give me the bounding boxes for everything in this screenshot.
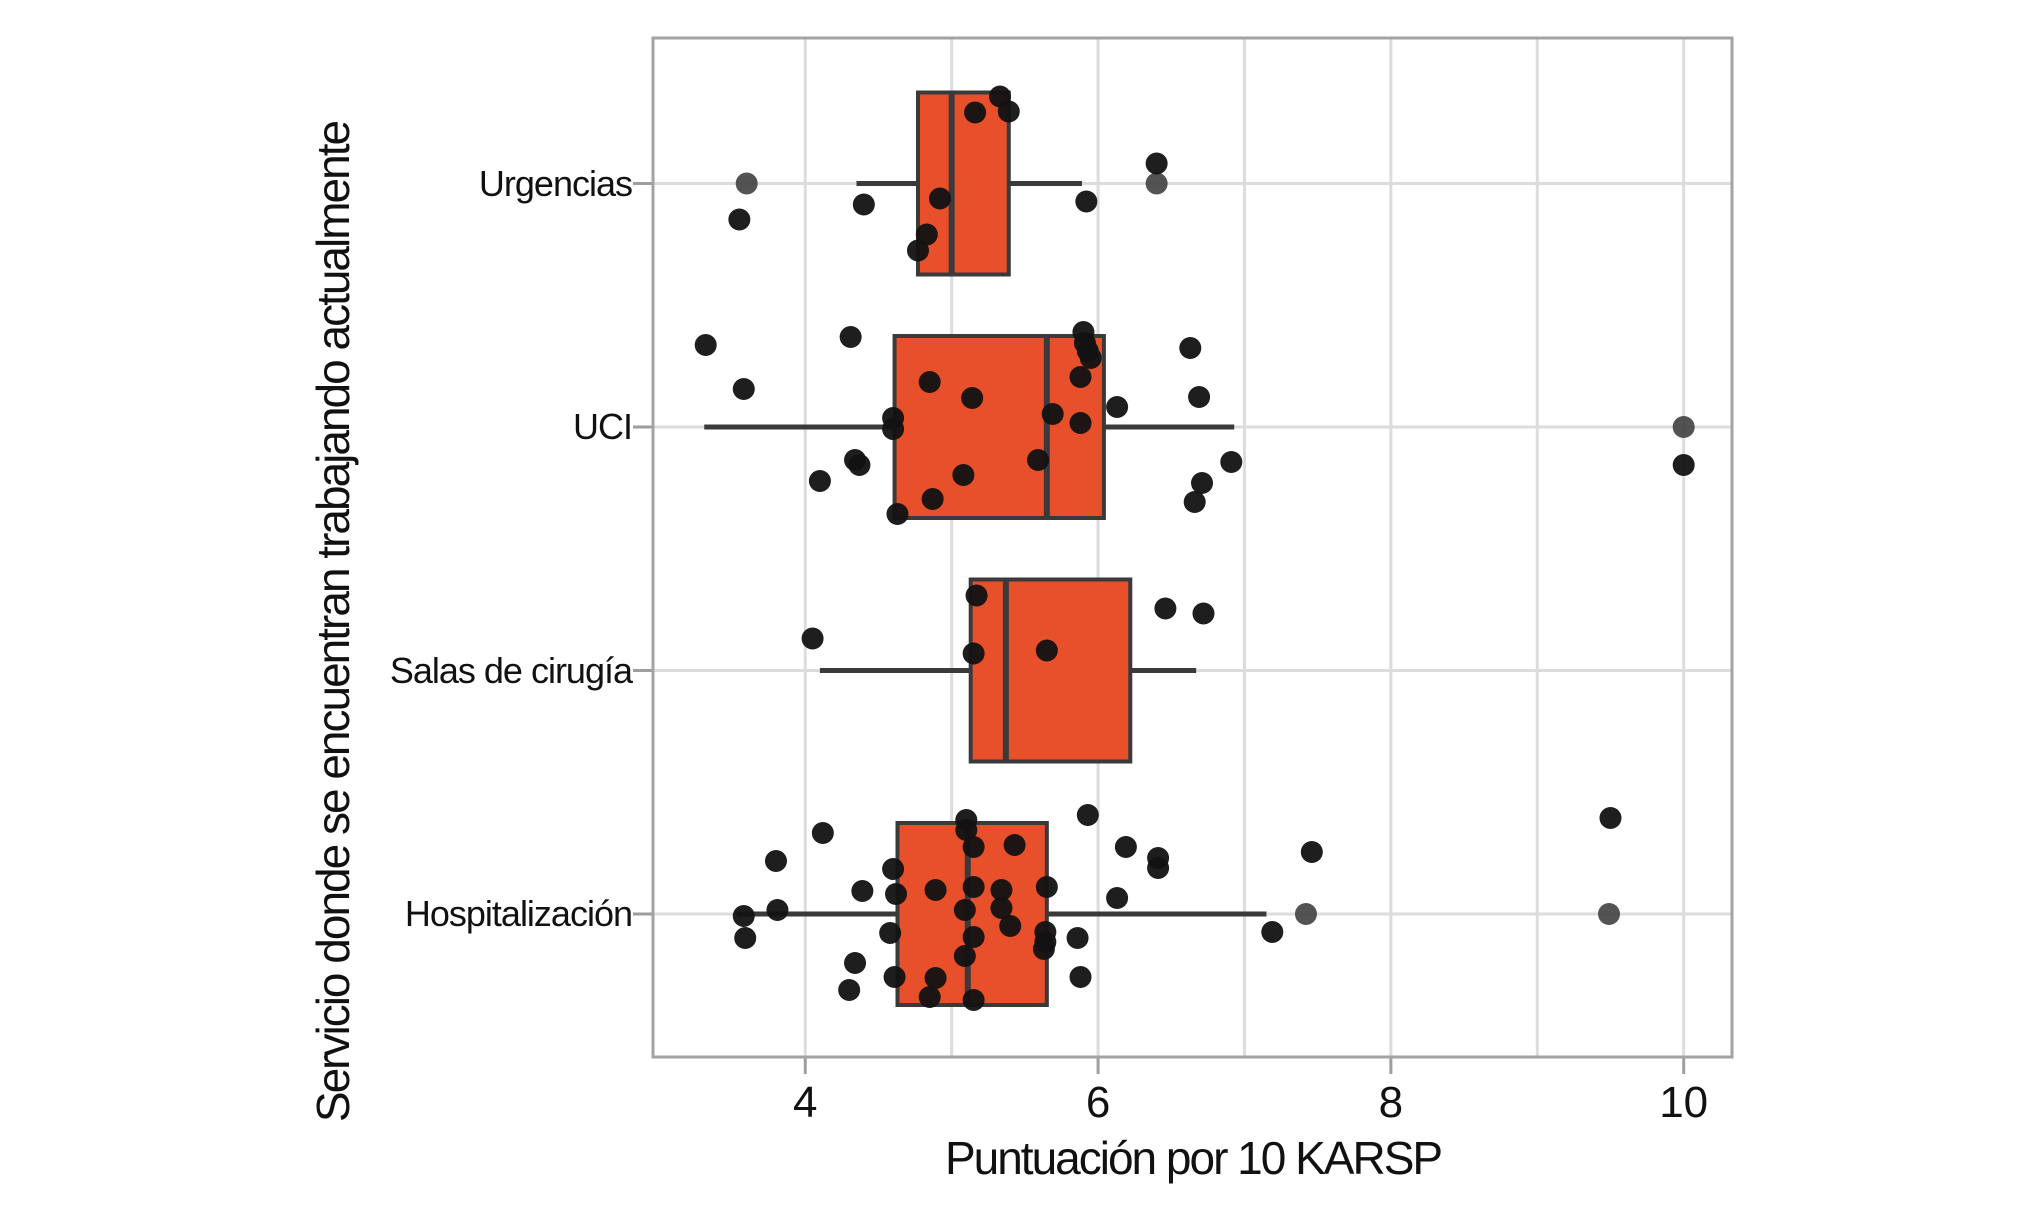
jitter-point	[1672, 454, 1695, 476]
x-tick-label-4: 4	[793, 1078, 818, 1127]
jitter-point	[1027, 449, 1050, 471]
jitter-point	[1035, 639, 1058, 662]
box	[968, 577, 1133, 764]
jitter-point	[882, 418, 905, 440]
jitter-point	[962, 926, 985, 948]
jitter-point	[1154, 597, 1177, 620]
jitter-point	[886, 503, 909, 525]
jitter-point	[1300, 841, 1323, 863]
jitter-point	[997, 100, 1020, 123]
jitter-point	[1066, 927, 1089, 949]
x-axis-title: Puntuación por 10 KARSP	[944, 1132, 1443, 1184]
jitter-point	[928, 187, 951, 210]
jitter-point	[1147, 857, 1170, 879]
outlier-point	[1294, 903, 1317, 925]
outlier-point	[1145, 172, 1168, 195]
jitter-point	[1179, 337, 1202, 359]
jitter-point	[918, 986, 941, 1008]
jitter-point	[1076, 804, 1099, 826]
jitter-point	[915, 223, 938, 246]
jitter-point	[1191, 472, 1214, 494]
jitter-point	[734, 927, 757, 949]
jitter-point	[801, 627, 824, 650]
jitter-point	[766, 899, 789, 921]
jitter-point	[885, 883, 908, 905]
jitter-point	[999, 915, 1022, 937]
jitter-point	[882, 858, 905, 880]
jitter-point	[1261, 921, 1284, 943]
jitter-point	[962, 989, 985, 1011]
jitter-point	[1114, 836, 1137, 858]
y-axis-title: Servicio donde se encuentran trabajando …	[307, 121, 359, 1123]
jitter-point	[924, 879, 947, 901]
jitter-point	[1220, 451, 1243, 473]
jitter-point	[962, 876, 985, 898]
jitter-point	[851, 880, 874, 902]
jitter-point	[965, 584, 988, 607]
jitter-point	[964, 101, 987, 124]
jitter-point	[1183, 491, 1206, 513]
jitter-point	[962, 642, 985, 665]
jitter-point	[953, 945, 976, 967]
jitter-point	[848, 454, 871, 476]
category-tick-label-uci: UCI	[573, 406, 633, 447]
jitter-point	[1075, 190, 1098, 213]
jitter-point	[1079, 347, 1102, 369]
category-tick-label-salas-de-cirugia: Salas de cirugía	[389, 649, 633, 691]
jitter-point	[838, 979, 861, 1001]
x-tick-label-10: 10	[1659, 1078, 1709, 1127]
category-tick-label-hospitalizacion: Hospitalización	[404, 893, 633, 934]
jitter-point	[1069, 966, 1092, 988]
jitter-point	[990, 879, 1013, 901]
box	[915, 90, 1011, 277]
jitter-point	[808, 470, 831, 492]
jitter-point	[694, 334, 717, 356]
jitter-point	[953, 899, 976, 921]
jitter-point	[1106, 887, 1129, 909]
plot-panel-border	[651, 36, 1734, 1059]
jitter-point	[1106, 396, 1129, 418]
jitter-point	[921, 488, 944, 510]
jitter-point	[990, 897, 1013, 919]
jitter-point	[1069, 412, 1092, 434]
jitter-point	[952, 464, 975, 486]
jitter-point	[844, 952, 867, 974]
jitter-point	[732, 905, 755, 927]
outlier-point	[1598, 903, 1621, 925]
jitter-point	[1003, 834, 1026, 856]
category-tick-label-urgencias: Urgencias	[478, 162, 633, 204]
outlier-point	[1672, 416, 1695, 438]
jitter-point	[1599, 807, 1622, 829]
jitter-point	[839, 326, 862, 348]
jitter-point	[1069, 366, 1092, 388]
jitter-point	[852, 193, 875, 216]
jitter-point	[1145, 152, 1168, 175]
jitter-point	[728, 208, 751, 231]
jitter-point	[955, 819, 978, 841]
jitter-point	[918, 371, 941, 393]
x-tick-label-8: 8	[1378, 1078, 1404, 1127]
outlier-point	[735, 172, 758, 195]
jitter-point	[962, 836, 985, 858]
jitter-point	[732, 378, 755, 400]
jitter-point	[883, 966, 906, 988]
jitter-point	[811, 822, 834, 844]
jitter-point	[764, 850, 787, 872]
x-tick-label-6: 6	[1085, 1078, 1111, 1127]
jitter-point	[906, 239, 929, 262]
jitter-point	[961, 387, 984, 409]
jitter-point	[879, 922, 902, 944]
jitter-point	[1032, 938, 1055, 960]
jitter-point	[1188, 386, 1211, 408]
jitter-point	[924, 967, 947, 989]
jitter-point	[1041, 403, 1064, 425]
jitter-point	[1035, 876, 1058, 898]
jitter-point	[1192, 602, 1215, 625]
